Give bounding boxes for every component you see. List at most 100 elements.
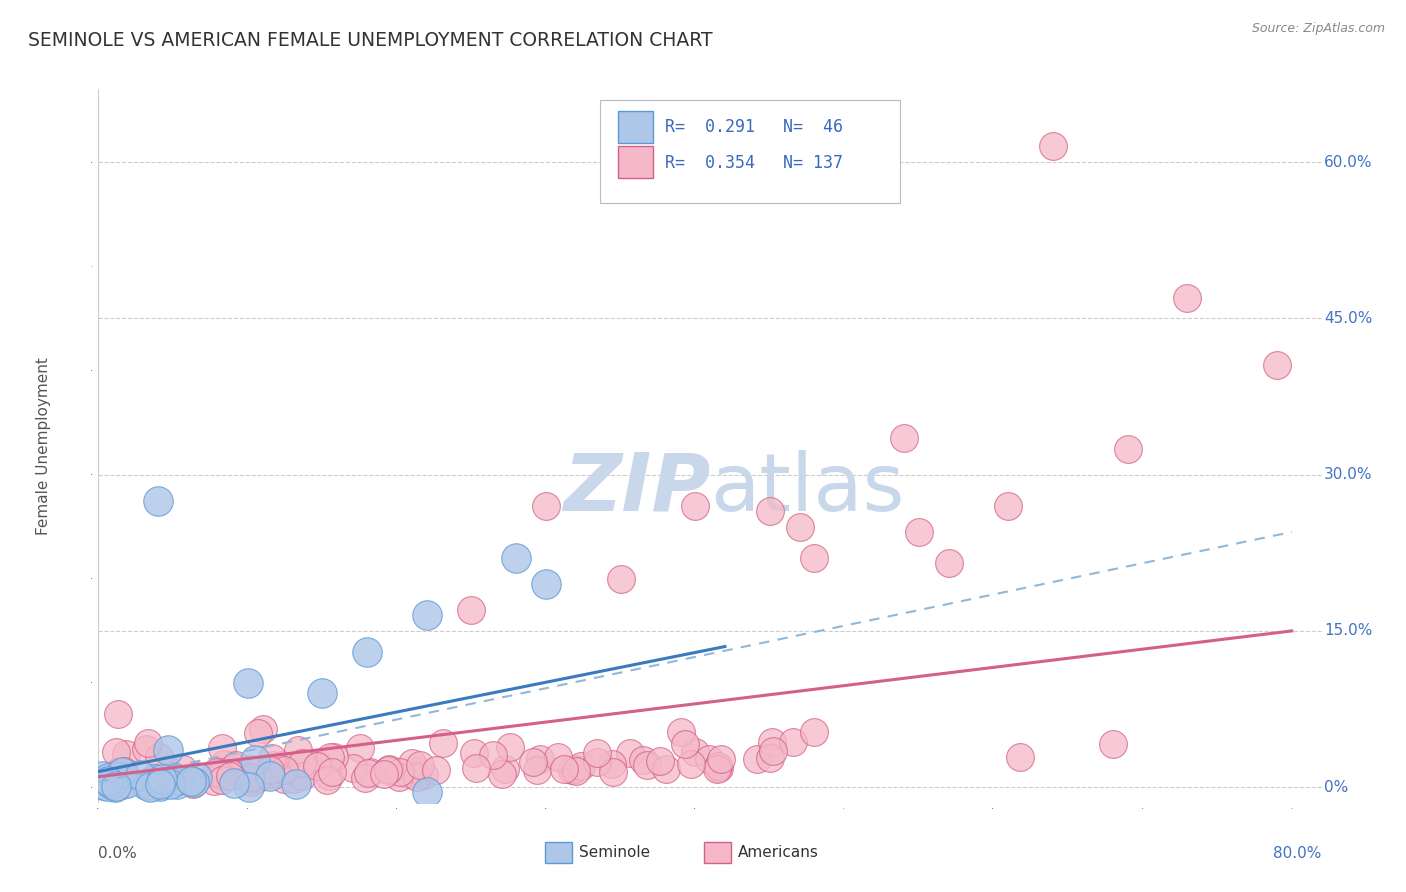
Point: [315, 772, 337, 787]
Text: Seminole: Seminole: [579, 846, 650, 860]
Point: [1010, 750, 1032, 764]
Text: Female Unemployment: Female Unemployment: [37, 357, 51, 535]
Point: [211, 773, 233, 788]
Point: [553, 762, 575, 776]
Text: 60.0%: 60.0%: [1324, 154, 1372, 169]
Point: [139, 780, 162, 794]
Point: [758, 750, 780, 764]
Point: [406, 764, 429, 778]
Point: [585, 755, 607, 769]
Bar: [619, 146, 652, 178]
FancyBboxPatch shape: [600, 100, 900, 203]
Text: SEMINOLE VS AMERICAN FEMALE UNEMPLOYMENT CORRELATION CHART: SEMINOLE VS AMERICAN FEMALE UNEMPLOYMENT…: [28, 31, 713, 50]
Point: [782, 735, 804, 749]
Point: [1042, 139, 1064, 153]
Text: 30.0%: 30.0%: [1324, 467, 1372, 483]
Point: [224, 775, 246, 789]
Point: [377, 762, 399, 776]
Point: [139, 778, 162, 792]
Text: Americans: Americans: [738, 846, 820, 860]
Point: [97, 774, 120, 789]
Point: [167, 772, 190, 787]
Point: [202, 774, 225, 789]
Point: [239, 762, 262, 776]
Point: [225, 758, 247, 772]
Point: [117, 776, 139, 790]
Text: N=  46: N= 46: [783, 118, 844, 136]
Point: [260, 751, 283, 765]
Point: [308, 758, 330, 772]
Point: [679, 757, 702, 772]
Bar: [619, 111, 652, 143]
Point: [1101, 737, 1123, 751]
Point: [105, 765, 128, 780]
Point: [425, 763, 447, 777]
Point: [586, 746, 609, 760]
Point: [747, 752, 769, 766]
Point: [401, 756, 423, 770]
Point: [529, 752, 551, 766]
Point: [761, 735, 783, 749]
Text: 80.0%: 80.0%: [1274, 846, 1322, 861]
Point: [534, 499, 557, 513]
Point: [494, 762, 516, 776]
Point: [224, 759, 246, 773]
Point: [908, 524, 931, 539]
Point: [408, 758, 430, 772]
Text: ZIP: ZIP: [562, 450, 710, 528]
Point: [91, 778, 114, 792]
Text: 0%: 0%: [1324, 780, 1348, 795]
Point: [107, 770, 129, 784]
Point: [1265, 358, 1288, 372]
Point: [262, 758, 284, 772]
Point: [709, 761, 731, 775]
Point: [246, 771, 269, 785]
Point: [499, 739, 522, 754]
Point: [100, 777, 122, 791]
Bar: [546, 842, 572, 863]
Point: [600, 757, 623, 772]
Point: [238, 780, 260, 794]
Point: [569, 759, 592, 773]
Point: [103, 775, 125, 789]
Point: [311, 686, 333, 700]
Point: [673, 737, 696, 751]
Point: [149, 779, 172, 793]
Point: [636, 757, 658, 772]
Point: [107, 706, 129, 721]
Text: N= 137: N= 137: [783, 153, 844, 171]
Point: [209, 768, 232, 782]
Point: [252, 722, 274, 736]
Point: [90, 769, 112, 783]
Point: [354, 772, 377, 786]
Point: [156, 743, 179, 757]
Point: [655, 762, 678, 776]
Point: [136, 736, 159, 750]
Text: 15.0%: 15.0%: [1324, 624, 1372, 639]
Point: [105, 746, 128, 760]
Point: [259, 763, 281, 777]
Text: 0.0%: 0.0%: [98, 846, 138, 861]
Bar: [704, 842, 731, 863]
Point: [146, 493, 169, 508]
Point: [1116, 442, 1139, 456]
Point: [239, 775, 262, 789]
Point: [758, 504, 780, 518]
Point: [349, 740, 371, 755]
Point: [481, 748, 503, 763]
Point: [212, 756, 235, 771]
Point: [893, 431, 915, 445]
Point: [104, 779, 127, 793]
Point: [564, 762, 586, 776]
Point: [149, 777, 172, 791]
Point: [111, 765, 134, 780]
Point: [157, 764, 180, 778]
Point: [388, 765, 411, 780]
Point: [938, 556, 960, 570]
Point: [111, 778, 134, 792]
Point: [648, 754, 671, 768]
Point: [359, 764, 381, 779]
Point: [180, 773, 202, 788]
Point: [463, 746, 485, 760]
Point: [789, 520, 811, 534]
